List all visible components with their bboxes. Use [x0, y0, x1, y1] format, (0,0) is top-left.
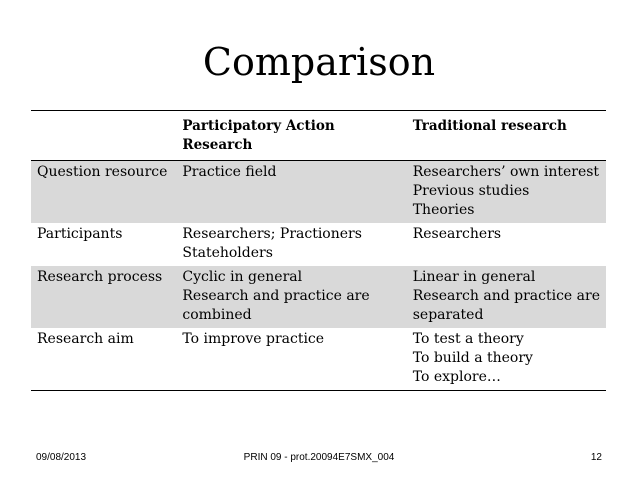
row-label: Research aim — [37, 331, 134, 347]
cell-line: Practice field — [182, 164, 277, 180]
cell-line: Previous studies — [412, 183, 530, 199]
cell-line: Linear in general — [412, 269, 536, 285]
row-label: Question resource — [31, 160, 177, 223]
table-row-research-process: Research process Cyclic in general Resea… — [31, 266, 606, 328]
slide-title: Comparison — [202, 40, 436, 84]
footer-page-number: 12 — [590, 452, 602, 463]
par-cell: To improve practice — [176, 328, 406, 391]
cell-line: Theories — [412, 202, 475, 218]
row-label: Participants — [37, 226, 123, 242]
table-row-participants: Participants Researchers; Practioners St… — [31, 223, 606, 266]
cell-line: To explore… — [412, 369, 501, 385]
table-row-question-resource: Question resource Practice field Researc… — [31, 160, 606, 223]
cell-line: separated — [412, 307, 484, 323]
cell-line: Cyclic in general — [182, 269, 303, 285]
cell-line: combined — [182, 307, 252, 323]
cell-line: Research and practice are — [412, 288, 600, 304]
traditional-cell: To test a theory To build a theory To ex… — [407, 328, 606, 391]
comparison-table: Participatory Action Research Traditiona… — [31, 110, 606, 391]
cell-line: Researchers — [412, 226, 502, 242]
footer-reference: PRIN 09 - prot.20094E7SMX_004 — [243, 452, 395, 463]
table-row-research-aim: Research aim To improve practice To test… — [31, 328, 606, 391]
cell-line: Researchers’ own interest — [412, 164, 600, 180]
header-empty-cell — [31, 111, 176, 161]
table-header-row: Participatory Action Research Traditiona… — [31, 110, 606, 161]
par-cell: Practice field — [176, 160, 407, 223]
cell-line: To test a theory — [412, 331, 524, 347]
cell-line: Research and practice are — [182, 288, 370, 304]
traditional-cell: Linear in general Research and practice … — [406, 266, 606, 328]
footer-date: 09/08/2013 — [36, 452, 87, 463]
cell-line: To build a theory — [412, 350, 533, 366]
cell-line: Stateholders — [182, 245, 273, 261]
row-label: Research process — [31, 266, 177, 328]
par-cell: Researchers; Practioners Stateholders — [176, 223, 406, 266]
traditional-cell: Researchers — [407, 223, 606, 266]
cell-line: Researchers; Practioners — [182, 226, 362, 242]
cell-line: To improve practice — [182, 331, 325, 347]
traditional-cell: Researchers’ own interest Previous studi… — [406, 160, 606, 223]
header-traditional: Traditional research — [412, 118, 567, 134]
comparison-table-container: Participatory Action Research Traditiona… — [31, 110, 606, 391]
par-cell: Cyclic in general Research and practice … — [176, 266, 407, 328]
header-par: Participatory Action Research — [182, 118, 335, 153]
